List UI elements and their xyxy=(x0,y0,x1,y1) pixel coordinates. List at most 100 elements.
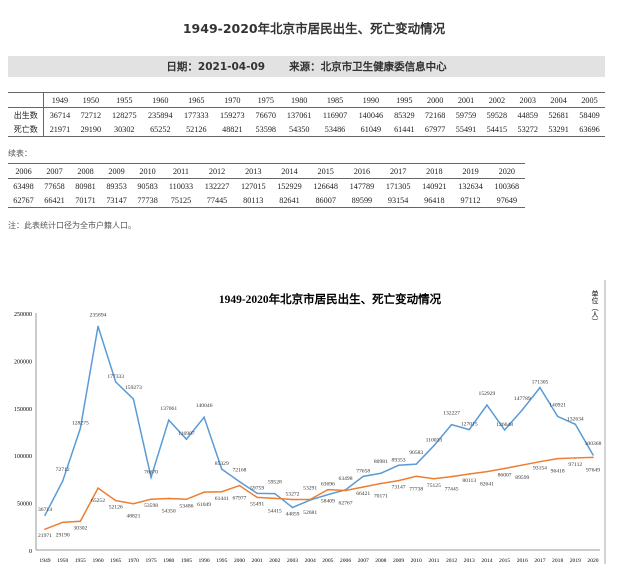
x-tick-label: 1965 xyxy=(110,558,121,564)
deaths-data-label: 54350 xyxy=(162,508,176,514)
births-point xyxy=(44,514,46,516)
table-cell: 54415 xyxy=(486,124,508,134)
table-cell: 66421 xyxy=(44,195,65,205)
table-cell: 1960 xyxy=(142,92,179,108)
source-label: 来源：北京市卫生健康委信息中心 xyxy=(289,61,447,73)
deaths-point xyxy=(167,497,170,500)
deaths-data-label: 82641 xyxy=(480,482,494,488)
births-data-label: 59528 xyxy=(268,480,282,486)
births-point xyxy=(539,386,541,389)
note: 注：此表统计口径为全市户籍人口。 xyxy=(8,221,136,230)
births-point xyxy=(185,438,188,440)
births-data-label: 128275 xyxy=(72,420,89,426)
births-point xyxy=(220,468,223,470)
deaths-point xyxy=(362,486,364,488)
chart-title: 1949-2020年北京市居民出生、死亡变动情况 xyxy=(219,292,442,306)
deaths-data-label: 97649 xyxy=(586,467,600,473)
deaths-data-label: 48821 xyxy=(126,514,140,520)
births-data-label: 58409 xyxy=(321,499,335,505)
table-cell: 52126 xyxy=(186,124,207,134)
table-cell: 53598 xyxy=(255,124,276,134)
deaths-point xyxy=(220,490,223,493)
births-data-label: 72712 xyxy=(56,467,70,473)
table-cell: 127015 xyxy=(240,181,266,191)
table-cell: 77445 xyxy=(206,195,228,205)
table-cell: 171305 xyxy=(385,181,411,191)
deaths-point xyxy=(415,475,418,478)
table-cell: 116907 xyxy=(322,110,348,120)
table-cell: 53486 xyxy=(324,124,346,134)
x-tick-label: 1995 xyxy=(216,558,227,564)
table-cell: 96418 xyxy=(424,195,445,205)
table-cell: 72168 xyxy=(424,110,446,120)
table-cell: 29190 xyxy=(80,124,102,134)
deaths-data-label: 61049 xyxy=(197,502,211,508)
x-tick-label: 2001 xyxy=(252,558,263,564)
x-tick-label: 1955 xyxy=(75,558,86,564)
table-cell: 2007 xyxy=(39,163,71,179)
y-tick-label: 0 xyxy=(29,549,32,555)
x-tick-label: 1950 xyxy=(57,558,68,564)
table-cell: 2003 xyxy=(512,92,544,108)
table-cell: 55491 xyxy=(455,124,477,134)
table-cell: 62767 xyxy=(13,195,34,205)
table-cell: 2001 xyxy=(450,92,482,108)
table-cell: 2000 xyxy=(419,92,451,108)
x-tick-label: 2015 xyxy=(499,558,510,564)
deaths-data-label: 53486 xyxy=(179,503,193,509)
table-cell: 21971 xyxy=(49,124,71,134)
deaths-point xyxy=(574,457,577,459)
table-cell: 128275 xyxy=(112,110,137,120)
y-tick-label: 100000 xyxy=(14,454,32,460)
births-data-label: 110033 xyxy=(426,438,443,444)
table-cell: 97112 xyxy=(460,195,481,205)
births-data-label: 90583 xyxy=(409,450,423,456)
deaths-point xyxy=(327,488,329,491)
deaths-point xyxy=(503,467,506,470)
table-cell: 86007 xyxy=(315,195,336,205)
deaths-data-label: 55491 xyxy=(250,501,264,507)
table-cell: 2010 xyxy=(132,163,164,179)
table-cell: 65252 xyxy=(150,124,171,134)
deaths-data-label: 30302 xyxy=(73,525,87,531)
x-tick-label: 2013 xyxy=(464,558,475,564)
table-cell: 67977 xyxy=(424,124,446,134)
table-cell: 53272 xyxy=(517,124,538,134)
deaths-point xyxy=(79,520,82,523)
births-data-label: 76670 xyxy=(144,469,158,475)
births-data-label: 140921 xyxy=(549,402,566,408)
table-cell: 1965 xyxy=(178,92,215,108)
births-point xyxy=(203,416,205,419)
births-data-label: 77658 xyxy=(356,468,370,474)
x-tick-label: 2005 xyxy=(322,558,333,564)
x-tick-label: 1960 xyxy=(92,558,103,564)
table-cell: 93154 xyxy=(387,195,409,205)
births-data-label: 59759 xyxy=(250,485,264,491)
deaths-point xyxy=(256,496,258,499)
births-data-label: 80981 xyxy=(374,459,388,465)
date-label: 日期：2021-04-09 xyxy=(166,61,266,73)
births-point xyxy=(114,381,117,383)
births-data-label: 126648 xyxy=(496,422,513,428)
x-tick-label: 1990 xyxy=(199,558,210,564)
table-cell: 1975 xyxy=(250,92,282,108)
table-cell: 59759 xyxy=(455,110,477,120)
deaths-data-label: 96418 xyxy=(551,469,565,475)
deaths-point xyxy=(203,491,205,493)
deaths-point xyxy=(274,497,276,500)
births-data-label: 159273 xyxy=(125,385,142,391)
table-cell: 2002 xyxy=(481,92,513,108)
deaths-row: 62767 66421 70171 73147 77738 75125 77445 80113… xyxy=(8,193,525,208)
deaths-point xyxy=(521,464,524,466)
deaths-point xyxy=(291,498,294,501)
table-cell: 2009 xyxy=(101,163,133,179)
deaths-data-label: 62767 xyxy=(339,500,353,506)
x-tick-label: 2018 xyxy=(552,558,563,564)
deaths-data-label: 53598 xyxy=(144,503,158,509)
x-tick-label: 2000 xyxy=(234,558,245,564)
table-cell: 2015 xyxy=(307,163,344,179)
table-cell: 2019 xyxy=(452,163,489,179)
table-cell: 59528 xyxy=(486,110,508,120)
deaths-row: 死亡数 21971 29190 30302 65252 52126 48821 53598 54… xyxy=(8,122,605,137)
deaths-data-label: 53272 xyxy=(285,491,299,497)
